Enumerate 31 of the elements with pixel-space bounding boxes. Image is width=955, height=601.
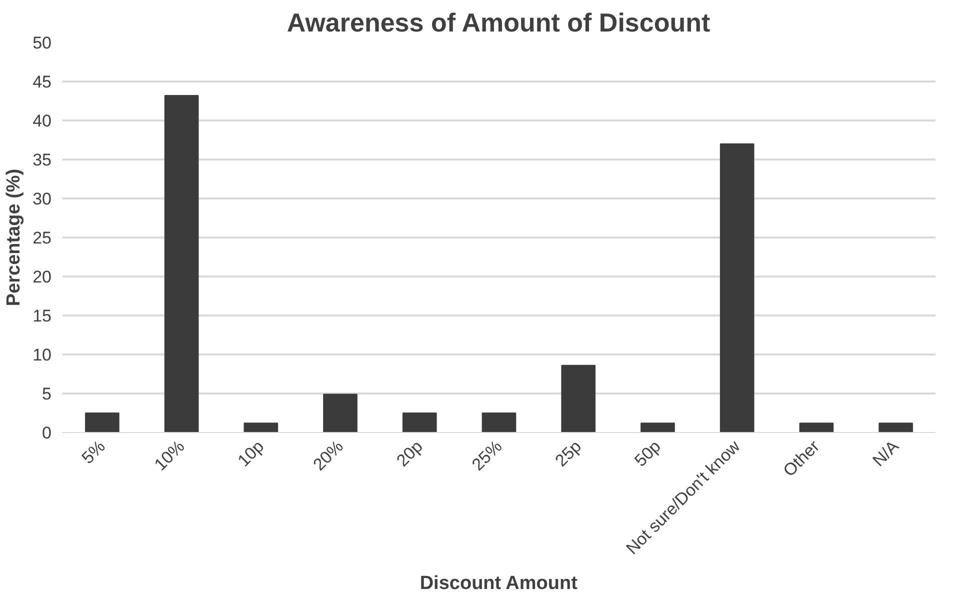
bar	[799, 422, 834, 432]
bar	[482, 412, 516, 432]
chart-title: Awareness of Amount of Discount	[286, 8, 710, 38]
y-tick-label: 5	[42, 384, 52, 404]
x-tick-label: 50p	[630, 436, 664, 470]
x-tick-label: 5%	[78, 436, 109, 468]
x-tick-label: 10p	[234, 436, 268, 470]
bar	[720, 143, 754, 432]
bar	[164, 95, 199, 432]
y-tick-label: 10	[32, 346, 52, 364]
y-tick-label: 30	[32, 190, 52, 208]
x-axis-title: Discount Amount	[420, 572, 578, 594]
bar	[561, 364, 596, 432]
x-tick-label: 25p	[552, 436, 586, 470]
x-tick-label: 20p	[392, 436, 426, 470]
y-tick-label: 15	[32, 306, 52, 326]
bar	[323, 394, 358, 432]
bar	[244, 422, 278, 432]
bar	[878, 422, 913, 432]
y-tick-label: 25	[32, 228, 52, 248]
y-tick-label: 40	[32, 112, 52, 130]
y-tick-label: 35	[32, 150, 52, 170]
y-tick-label: 45	[32, 72, 52, 92]
y-tick-label: 50	[32, 34, 52, 52]
bar	[402, 412, 437, 432]
y-tick-label: 0	[42, 424, 52, 442]
y-tick-label: 20	[32, 268, 52, 286]
bar	[85, 412, 120, 432]
bar	[640, 422, 675, 432]
y-axis-title: Percentage (%)	[4, 168, 25, 306]
x-tick-label: N/A	[869, 436, 904, 470]
